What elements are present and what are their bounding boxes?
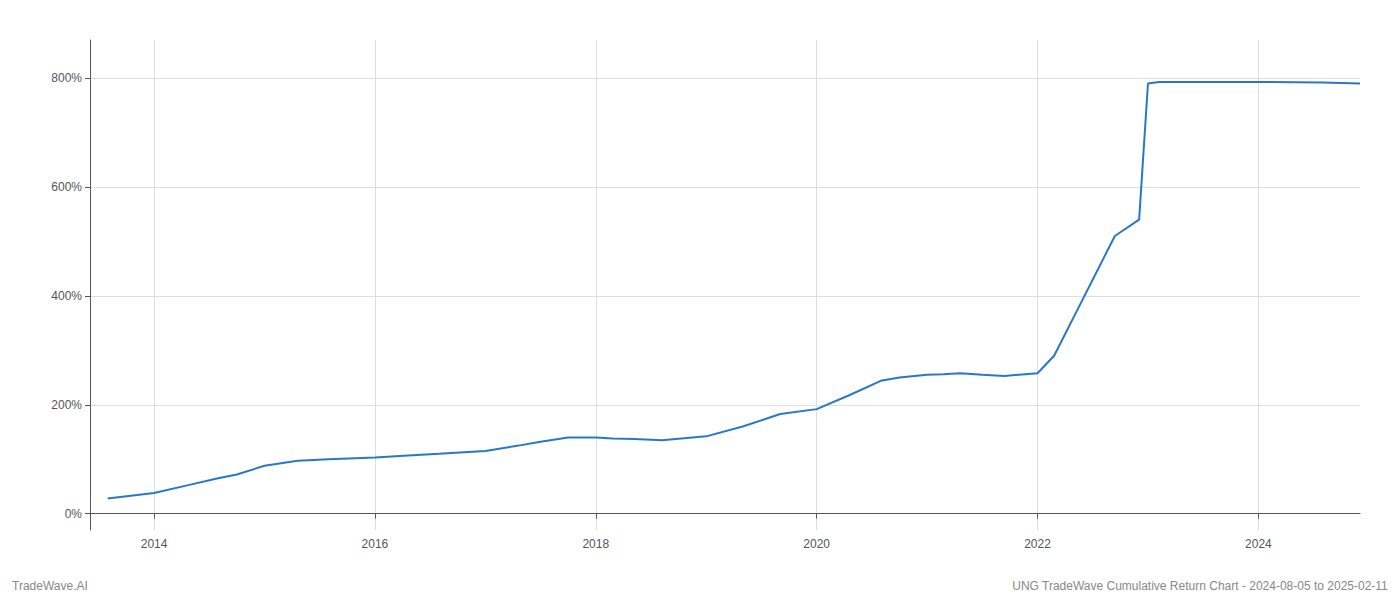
svg-text:0%: 0%: [65, 507, 83, 521]
svg-text:UNG TradeWave Cumulative Retur: UNG TradeWave Cumulative Return Chart - …: [1012, 579, 1388, 593]
svg-text:800%: 800%: [51, 71, 82, 85]
svg-text:2020: 2020: [803, 537, 830, 551]
svg-text:2016: 2016: [362, 537, 389, 551]
svg-text:2018: 2018: [582, 537, 609, 551]
svg-text:400%: 400%: [51, 289, 82, 303]
svg-text:2014: 2014: [141, 537, 168, 551]
svg-text:600%: 600%: [51, 180, 82, 194]
svg-text:2022: 2022: [1024, 537, 1051, 551]
svg-text:200%: 200%: [51, 398, 82, 412]
svg-text:2024: 2024: [1245, 537, 1272, 551]
svg-text:TradeWave.AI: TradeWave.AI: [12, 579, 88, 593]
